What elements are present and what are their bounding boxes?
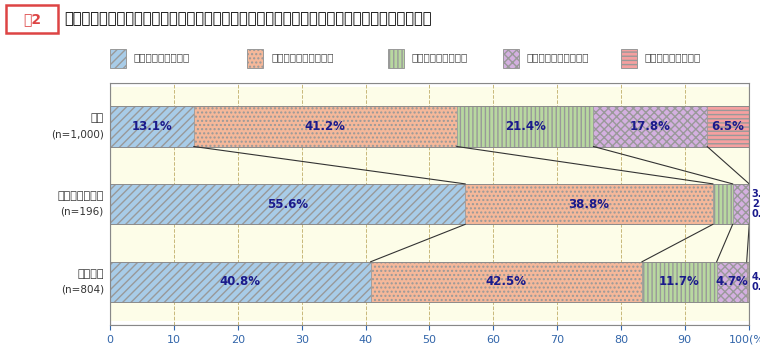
- Bar: [388, 49, 404, 68]
- Text: 4.7%: 4.7%: [715, 275, 748, 289]
- Bar: [733, 184, 749, 224]
- Bar: [707, 106, 749, 147]
- Bar: [621, 49, 637, 68]
- Text: 17.8%: 17.8%: [630, 120, 671, 133]
- Text: (n=1,000): (n=1,000): [51, 129, 104, 139]
- Text: 大いに期待している: 大いに期待している: [134, 53, 190, 62]
- Bar: [594, 106, 707, 147]
- Bar: [110, 262, 371, 302]
- Bar: [465, 184, 713, 224]
- Bar: [371, 262, 642, 302]
- Text: 0.2%: 0.2%: [752, 283, 760, 293]
- Text: どちらとも言えない: どちらとも言えない: [411, 53, 467, 62]
- Text: (n=196): (n=196): [61, 207, 104, 217]
- Bar: [642, 262, 717, 302]
- Text: 0.0%: 0.0%: [752, 209, 760, 219]
- Bar: [110, 106, 194, 147]
- Bar: [110, 243, 749, 321]
- Text: あなたが一般職の国家公務員の仕事への取組について感じているお気持ちをお選びください。: あなたが一般職の国家公務員の仕事への取組について感じているお気持ちをお選びくださ…: [65, 11, 432, 26]
- Text: 42.5%: 42.5%: [486, 275, 527, 289]
- Text: 3.1%: 3.1%: [752, 189, 760, 199]
- Text: (n=804): (n=804): [61, 285, 104, 295]
- Text: 21.4%: 21.4%: [505, 120, 546, 133]
- Text: 民間企業: 民間企業: [78, 269, 104, 279]
- Text: 40.8%: 40.8%: [220, 275, 261, 289]
- Bar: [194, 106, 457, 147]
- Text: 4.7%: 4.7%: [752, 272, 760, 282]
- Text: 有識者モニター: 有識者モニター: [58, 191, 104, 201]
- Text: 38.8%: 38.8%: [568, 198, 610, 211]
- Text: ある程度期待している: ある程度期待している: [271, 53, 334, 62]
- Bar: [457, 106, 594, 147]
- Bar: [503, 49, 519, 68]
- Text: 全く期待していない: 全く期待していない: [644, 53, 701, 62]
- Text: 11.7%: 11.7%: [659, 275, 700, 289]
- Bar: [248, 49, 264, 68]
- Text: 13.1%: 13.1%: [131, 120, 173, 133]
- Bar: [746, 262, 748, 302]
- Text: 市民: 市民: [90, 114, 104, 124]
- Bar: [713, 184, 733, 224]
- Text: 41.2%: 41.2%: [305, 120, 346, 133]
- Text: 2.6%: 2.6%: [752, 199, 760, 209]
- Bar: [110, 184, 465, 224]
- FancyBboxPatch shape: [6, 5, 58, 33]
- Text: 6.5%: 6.5%: [711, 120, 744, 133]
- Text: あまり期待していない: あまり期待していない: [527, 53, 589, 62]
- Text: 図2: 図2: [23, 12, 41, 26]
- Bar: [110, 165, 749, 243]
- Bar: [110, 87, 749, 165]
- Bar: [717, 262, 746, 302]
- Bar: [110, 49, 126, 68]
- Text: 55.6%: 55.6%: [267, 198, 309, 211]
